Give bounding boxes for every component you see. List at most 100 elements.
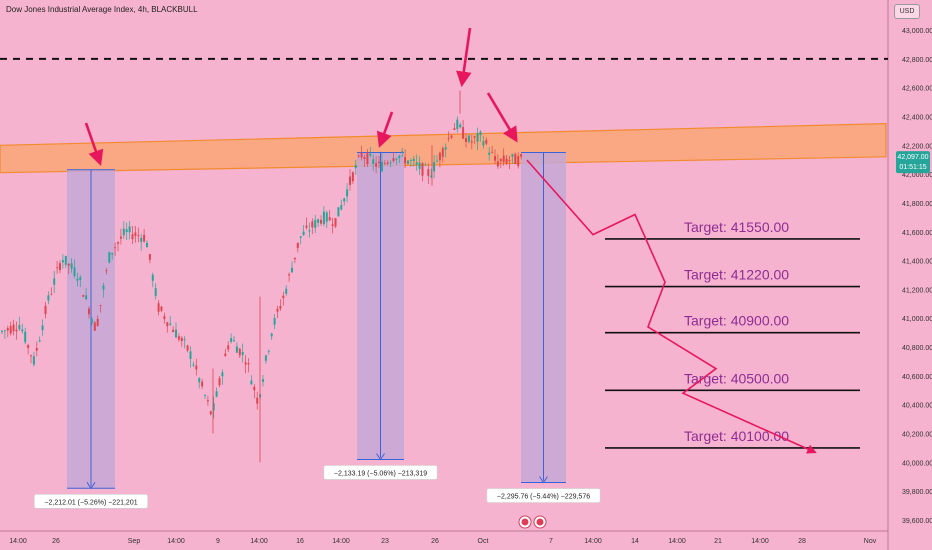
y-tick-label: 39,800.00 [902, 489, 932, 496]
candle-body [102, 285, 105, 290]
x-tick-label: 23 [381, 538, 389, 545]
y-tick-label: 40,600.00 [902, 374, 932, 381]
candle-body [418, 162, 421, 169]
candle-body [467, 135, 470, 142]
x-tick-label: 14:00 [167, 538, 185, 545]
candle-body [444, 147, 447, 150]
candle-body [488, 152, 491, 155]
candle-body [496, 161, 499, 167]
x-tick-label: Oct [478, 538, 489, 545]
x-tick-label: 14:00 [332, 538, 350, 545]
candle-body [288, 274, 291, 276]
candle-body [328, 217, 331, 221]
us-flag-event-dot [536, 518, 544, 526]
x-tick-label: Nov [864, 538, 877, 545]
candle-body [41, 325, 44, 331]
projected-path [526, 159, 817, 454]
candle-body [238, 348, 241, 356]
candle-body [169, 323, 172, 325]
candle-body [337, 207, 340, 217]
x-tick-label: 14 [631, 538, 639, 545]
candle-body [85, 295, 88, 300]
candle-body [224, 353, 227, 357]
x-tick-label: Sep [128, 538, 141, 545]
y-tick-label: 42,200.00 [902, 143, 932, 150]
candle-body [296, 242, 299, 249]
candle-body [369, 153, 372, 156]
candle-body [351, 172, 354, 182]
candle-body [82, 295, 85, 297]
candle-body [357, 155, 360, 157]
candle-body [412, 158, 415, 161]
candle-body [151, 274, 154, 281]
candle-body [119, 236, 122, 239]
candle-body [209, 411, 212, 415]
candle-body [6, 328, 9, 331]
candle-body [227, 345, 230, 350]
candle-body [215, 391, 218, 397]
y-tick-label: 42,400.00 [902, 114, 932, 121]
drop-measure-label-box [323, 465, 438, 480]
target-label: Target: 40900.00 [684, 313, 789, 329]
candle-body [186, 345, 189, 351]
candle-body [305, 225, 308, 228]
candle-body [354, 164, 357, 169]
candle-body [479, 131, 482, 136]
candle-body [279, 306, 282, 309]
candle-body [380, 161, 383, 172]
candle-body [331, 224, 334, 226]
candle-body [520, 154, 523, 157]
candle-body [38, 340, 41, 342]
candle-body [415, 162, 418, 165]
candle-body [386, 162, 389, 164]
candle-body [235, 346, 238, 353]
candle-body [383, 163, 386, 165]
candle-body [70, 263, 73, 269]
candle-body [349, 176, 351, 185]
candle-body [456, 119, 459, 129]
y-tick-label: 42,800.00 [902, 57, 932, 64]
candle-body [160, 306, 163, 311]
candle-body [314, 219, 317, 228]
x-tick-label: 26 [431, 538, 439, 545]
candle-body [459, 124, 462, 128]
x-tick-label: 14:00 [668, 538, 686, 545]
price-badge [896, 151, 930, 174]
candle-body [117, 242, 119, 244]
price-badge-timer: 01:51:15 [899, 164, 926, 171]
candle-body [1, 330, 3, 332]
candle-body [3, 330, 6, 332]
target-label: Target: 41220.00 [684, 267, 789, 283]
candle-body [163, 316, 166, 320]
candle-body [47, 295, 50, 301]
candle-body [421, 163, 424, 176]
candle-body [346, 189, 349, 197]
drop-measure-arrowhead [539, 476, 548, 484]
candle-body [50, 293, 53, 295]
y-tick-label: 43,000.00 [902, 28, 932, 35]
candle-body [105, 270, 108, 272]
drop-measure-arrowhead [86, 482, 96, 490]
currency-button[interactable]: USD [894, 4, 920, 19]
candle-body [175, 329, 177, 338]
candle-body [409, 159, 412, 161]
candle-body [53, 278, 56, 285]
y-tick-label: 40,200.00 [902, 432, 932, 439]
candle-body [291, 267, 293, 273]
candle-body [88, 308, 90, 315]
candle-body [511, 154, 514, 157]
candle-body [375, 163, 378, 167]
candle-body [61, 260, 64, 263]
x-tick-label: 16 [296, 538, 304, 545]
candle-body [241, 351, 244, 356]
x-tick-label: 7 [549, 538, 553, 545]
candle-body [407, 160, 409, 164]
candle-body [172, 329, 175, 333]
candle-body [201, 381, 204, 387]
candle-body [308, 230, 311, 232]
candle-body [76, 278, 79, 281]
candle-body [392, 158, 395, 162]
candle-body [264, 355, 267, 361]
